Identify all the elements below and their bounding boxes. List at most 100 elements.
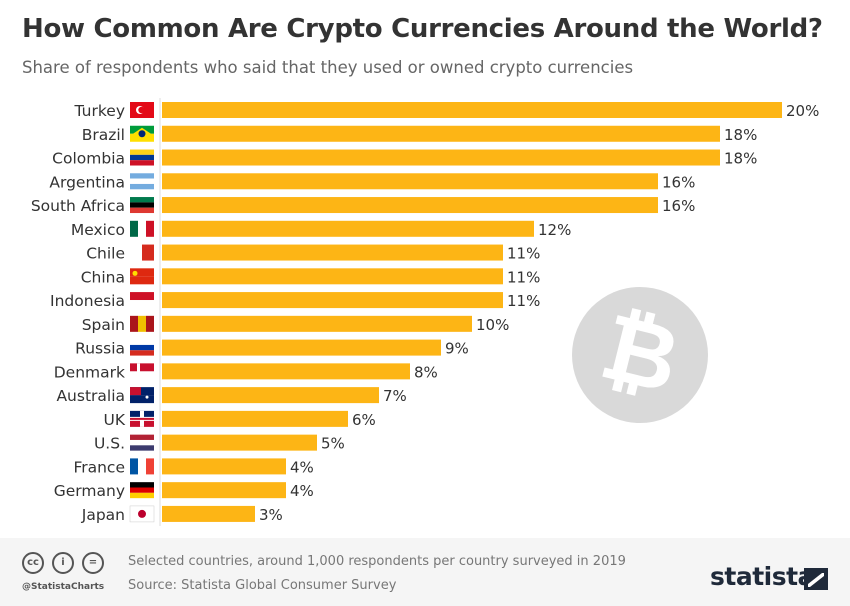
flag-stripe — [130, 487, 154, 493]
category-label: Denmark — [54, 363, 125, 381]
bar-russia — [162, 339, 441, 356]
data-label: 11% — [507, 292, 540, 310]
category-label: Mexico — [71, 221, 125, 239]
bar-france — [162, 458, 286, 475]
category-label: Russia — [75, 340, 125, 358]
flag-stripe — [130, 439, 154, 446]
data-label: 11% — [507, 245, 540, 263]
category-label: Chile — [86, 245, 125, 263]
flag-stripe — [130, 183, 154, 190]
flag-stripe — [130, 300, 154, 309]
flag-stripe — [130, 315, 138, 332]
data-label: 20% — [786, 102, 819, 120]
cc-icon: cc — [22, 552, 44, 574]
bar-southafrica — [162, 197, 658, 214]
flag-stripe — [130, 292, 154, 301]
flag-stripe — [130, 458, 138, 475]
category-label: U.S. — [94, 435, 125, 453]
category-label: Turkey — [74, 102, 125, 120]
flag-stripe — [130, 173, 154, 179]
flag-stripe — [130, 492, 154, 499]
data-label: 10% — [476, 316, 509, 334]
flag-stripe — [138, 315, 146, 332]
flag-stripe — [130, 276, 154, 285]
data-label: 7% — [383, 387, 407, 405]
category-label: Indonesia — [50, 292, 125, 310]
data-label: 4% — [290, 482, 314, 500]
flag-sun — [138, 509, 146, 518]
flag-stripe — [130, 445, 154, 451]
category-label: Argentina — [49, 173, 125, 191]
data-label: 8% — [414, 363, 438, 381]
source: Source: Statista Global Consumer Survey — [128, 578, 397, 593]
footer: cc i = @StatistaCharts Selected countrie… — [0, 538, 850, 606]
category-label: France — [73, 458, 125, 476]
data-label: 5% — [321, 435, 345, 453]
attribution-icon: i — [52, 552, 74, 574]
flag-stripe — [130, 160, 154, 166]
category-label: Colombia — [52, 150, 125, 168]
category-label: Spain — [82, 316, 125, 334]
flag-stripe — [130, 371, 154, 380]
flag-crescent — [138, 106, 145, 114]
bar-denmark — [162, 363, 410, 380]
footnote: Selected countries, around 1,000 respond… — [128, 554, 626, 569]
chart-title: How Common Are Crypto Currencies Around … — [22, 14, 823, 44]
data-label: 16% — [662, 197, 695, 215]
flag-stripe — [130, 197, 154, 203]
flag-stripe — [130, 482, 154, 488]
bar-chart: ₿20%Turkey18%Brazil18%Colombia16%Argenti… — [31, 98, 819, 526]
bar-colombia — [162, 149, 720, 166]
flag-stripe — [130, 363, 154, 372]
flag-stripe — [130, 268, 154, 277]
flag-stripe — [138, 220, 146, 237]
flag-stripe — [130, 202, 154, 208]
flag-stripe — [130, 220, 138, 237]
bar-us — [162, 434, 317, 451]
category-label: South Africa — [31, 197, 125, 215]
flag-stripe — [130, 207, 154, 214]
flag-stripe — [130, 434, 154, 440]
flag-stripe — [130, 154, 154, 161]
statista-logo-mark-icon — [804, 568, 828, 590]
bar-china — [162, 268, 503, 285]
flag-stripe — [130, 339, 154, 345]
bar-indonesia — [162, 292, 503, 309]
flag-stripe — [130, 387, 154, 396]
data-label: 11% — [507, 268, 540, 286]
category-label: Brazil — [82, 126, 125, 144]
flag-stripe — [130, 149, 154, 155]
data-label: 18% — [724, 150, 757, 168]
bar-australia — [162, 387, 379, 404]
no-derivatives-icon: = — [82, 552, 104, 574]
chart-subtitle: Share of respondents who said that they … — [22, 58, 634, 77]
data-label: 4% — [290, 458, 314, 476]
flag-stripe — [130, 178, 154, 184]
category-label: Australia — [56, 387, 125, 405]
flag-stripe — [146, 315, 154, 332]
flag-stripe — [138, 458, 146, 475]
flag-stripe — [130, 102, 154, 110]
data-label: 16% — [662, 173, 695, 191]
flag-stripe — [146, 458, 154, 475]
category-label: UK — [103, 411, 125, 429]
bar-chile — [162, 244, 503, 261]
bar-uk — [162, 410, 348, 427]
flag-stripe — [130, 110, 154, 118]
flag-stripe — [130, 350, 154, 356]
twitter-handle[interactable]: @StatistaCharts — [22, 582, 105, 592]
bar-turkey — [162, 102, 782, 118]
flag-star — [132, 270, 138, 276]
bitcoin-watermark-circle — [572, 287, 708, 423]
flag-stripe — [130, 344, 154, 351]
bar-mexico — [162, 220, 534, 237]
flag-stripe — [130, 244, 142, 261]
bar-brazil — [162, 125, 720, 142]
statista-logo[interactable]: statista — [710, 562, 814, 591]
bar-japan — [162, 505, 255, 522]
bar-spain — [162, 315, 472, 332]
flag-union — [130, 387, 141, 396]
data-label: 12% — [538, 221, 571, 239]
flag-globe — [138, 130, 146, 138]
